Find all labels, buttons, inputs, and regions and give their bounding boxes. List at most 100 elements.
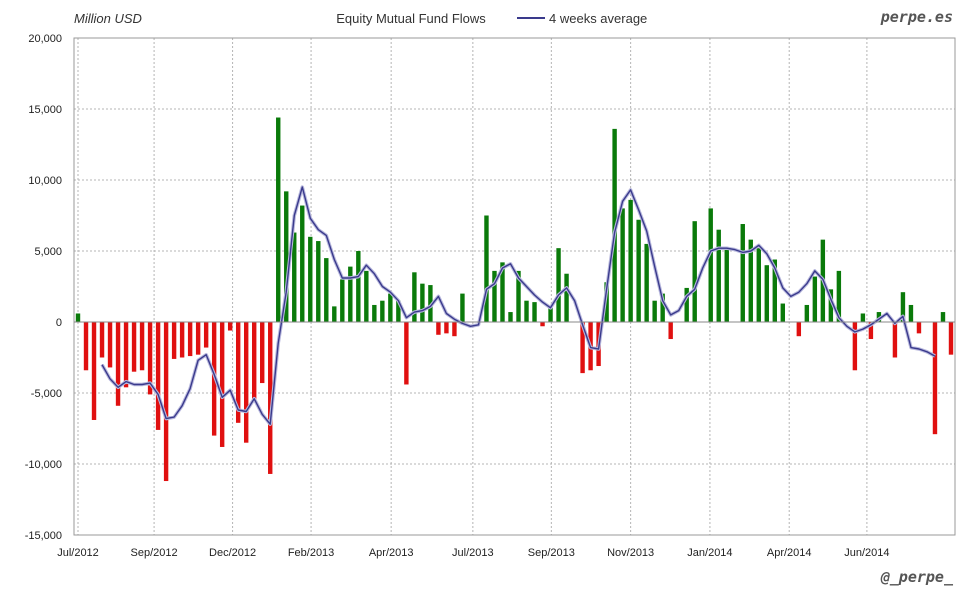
- flow-bar: [404, 322, 409, 385]
- flow-bar: [772, 259, 777, 322]
- x-tick-label: Apr/2014: [767, 547, 812, 559]
- flow-bar: [219, 322, 225, 447]
- flow-bar: [892, 322, 898, 358]
- flow-bar: [195, 322, 201, 355]
- flow-bar: [564, 273, 569, 322]
- flow-bar: [804, 304, 810, 322]
- flow-bar: [420, 283, 425, 322]
- flow-bar: [532, 302, 537, 322]
- x-tick-label: Nov/2013: [607, 547, 654, 559]
- brand-watermark-top: perpe.es: [880, 8, 953, 26]
- x-tick-label: Dec/2012: [209, 547, 256, 559]
- flow-bar: [380, 300, 385, 322]
- flow-bar: [179, 322, 185, 358]
- flow-bar: [131, 322, 137, 372]
- flow-bar: [876, 312, 882, 322]
- plot-frame: [73, 37, 956, 536]
- flow-bar: [308, 236, 313, 322]
- x-tick-label: Sep/2013: [528, 547, 575, 559]
- flow-bar: [948, 322, 954, 355]
- bars-layer: [75, 117, 954, 482]
- flow-bar: [428, 285, 433, 322]
- y-tick-label: 5,000: [34, 246, 62, 258]
- flow-bar: [203, 322, 209, 348]
- line-layer: [100, 185, 936, 426]
- flow-bar: [260, 322, 265, 384]
- flow-bar: [388, 293, 393, 322]
- flow-bar: [724, 248, 729, 322]
- x-tick-label: Apr/2013: [369, 547, 414, 559]
- flow-bar: [155, 322, 161, 430]
- flow-bar: [364, 270, 369, 322]
- flow-bar: [812, 276, 818, 322]
- y-tick-label: 15,000: [28, 104, 62, 116]
- flow-bar: [740, 224, 745, 322]
- flow-bar: [852, 322, 858, 371]
- flow-bar: [171, 322, 177, 359]
- x-tick-label: Sep/2012: [131, 547, 178, 559]
- flow-bar: [684, 287, 689, 322]
- legend-label: 4 weeks average: [549, 11, 647, 26]
- flow-bar: [556, 248, 561, 322]
- flow-bar: [147, 322, 153, 395]
- x-tick-label: Jul/2012: [57, 547, 99, 559]
- x-tick-label: Jan/2014: [687, 547, 732, 559]
- flow-bar: [940, 312, 946, 322]
- flow-bar: [540, 322, 545, 327]
- x-tick-label: Jun/2014: [844, 547, 889, 559]
- flow-bar: [83, 322, 89, 371]
- flow-bar: [796, 322, 802, 337]
- flow-bar: [860, 313, 866, 322]
- flow-bar: [652, 300, 657, 322]
- flow-bar: [139, 322, 145, 371]
- flow-bar: [484, 215, 489, 322]
- flow-bar: [628, 199, 633, 322]
- flow-bar: [75, 313, 81, 322]
- flow-bar: [235, 322, 241, 423]
- flow-bar: [900, 292, 906, 322]
- x-axis-tick-labels: Jul/2012 Sep/2012 Dec/2012 Feb/2013 Apr/2013…: [57, 547, 889, 559]
- flow-bar: [99, 322, 105, 358]
- flow-bar: [908, 304, 914, 322]
- flow-bar: [660, 293, 665, 322]
- y-tick-label: 20,000: [28, 33, 62, 45]
- flow-bar: [524, 300, 529, 322]
- flow-bar: [452, 322, 457, 337]
- flow-bar: [268, 322, 273, 474]
- brand-watermark-bottom: @_perpe_: [880, 568, 954, 586]
- y-unit-label: Million USD: [74, 11, 142, 26]
- flow-bar: [668, 322, 673, 340]
- flow-bar: [412, 272, 417, 322]
- flow-bar: [252, 322, 257, 399]
- flow-bar: [332, 306, 337, 322]
- flow-bar: [828, 289, 834, 322]
- flow-bar: [227, 322, 233, 331]
- flow-bar: [163, 322, 169, 482]
- flow-bar: [460, 293, 465, 322]
- flow-bar: [636, 219, 641, 322]
- flow-bar: [756, 248, 761, 322]
- flow-bar: [500, 262, 505, 322]
- flow-bar: [316, 241, 321, 322]
- flow-bar: [187, 322, 193, 357]
- flow-bar: [372, 304, 377, 322]
- flow-bar: [748, 239, 753, 322]
- flow-bar: [932, 322, 938, 435]
- flow-bar: [708, 208, 713, 322]
- flow-bar: [348, 266, 353, 322]
- flow-bar: [620, 208, 625, 322]
- y-tick-label: 0: [56, 317, 62, 329]
- flow-bar: [356, 251, 361, 322]
- flow-bar: [292, 232, 297, 322]
- flow-bar: [107, 322, 113, 368]
- flow-bar: [300, 205, 305, 322]
- flow-bar: [324, 258, 329, 322]
- y-tick-label: -15,000: [25, 530, 62, 542]
- flow-bar: [580, 322, 585, 374]
- flow-bar: [716, 229, 721, 322]
- flow-bar: [836, 270, 842, 322]
- flow-bar: [123, 322, 129, 388]
- flow-bar: [284, 191, 289, 322]
- flow-bar: [492, 270, 497, 322]
